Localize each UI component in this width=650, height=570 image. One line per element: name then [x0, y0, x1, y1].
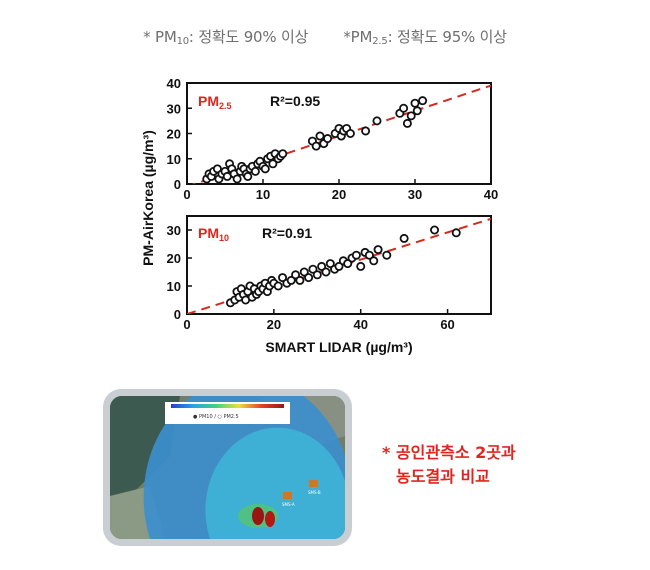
pm10-data-point	[325, 259, 335, 269]
pm25-x-tick-label: 0	[183, 187, 190, 202]
pm10-data-point	[286, 275, 296, 285]
pm25-y-tick-label: 30	[167, 101, 181, 116]
pm25-panel-label: PM2.5	[198, 93, 232, 111]
pm25-data-point	[315, 131, 325, 141]
comparison-note-line1: * 공인관측소 2곳과	[382, 443, 516, 462]
pm10-x-tick-label: 60	[440, 317, 454, 332]
pm10-data-point	[299, 267, 309, 277]
pm10-data-point	[334, 261, 344, 271]
pm10-y-tick-label: 0	[174, 307, 181, 322]
pm25-x-tick-label: 40	[484, 187, 498, 202]
pm10-data-point	[273, 281, 283, 291]
pm25-y-tick-label: 0	[174, 177, 181, 192]
pm25-data-point	[410, 98, 420, 108]
pm25-data-point	[311, 141, 321, 151]
accuracy-note: * PM10: 정확도 90% 이상 *PM2.5: 정확도 95% 이상	[0, 26, 650, 47]
pm10-x-tick-label: 40	[353, 317, 367, 332]
pm10-data-point	[451, 228, 461, 238]
station-label: SMS-B	[308, 490, 321, 495]
pm10-data-point	[364, 250, 374, 260]
station-icon	[283, 492, 292, 499]
pm25-x-tick-label: 20	[332, 187, 346, 202]
pm10-data-point	[317, 261, 327, 271]
pm10-y-tick-label: 20	[167, 251, 181, 266]
pm10-data-point	[278, 273, 288, 283]
pm25-data-point	[250, 166, 260, 176]
pm25-data-point	[372, 116, 382, 126]
pm25-data-point	[418, 96, 428, 106]
pm10-data-point	[321, 267, 331, 277]
map-thumbnail: SMS-A SMS-B ● PM10 / ○ PM2.5	[103, 389, 352, 546]
y-axis-title: PM-AirKorea (µg/m³)	[140, 130, 156, 266]
pm25-data-point	[323, 134, 333, 144]
pm10-y-tick-label: 30	[167, 223, 181, 238]
pm25-data-point	[278, 149, 288, 159]
comparison-note: * 공인관측소 2곳과 농도결과 비교	[382, 441, 516, 489]
satellite-map: SMS-A SMS-B ● PM10 / ○ PM2.5	[110, 396, 345, 539]
pm10-data-point	[399, 233, 409, 243]
pm10-data-point	[356, 261, 366, 271]
station-label: SMS-A	[282, 502, 295, 507]
pm10-data-point	[312, 270, 322, 280]
legend-text: ● PM10 / ○ PM2.5	[193, 414, 239, 420]
pm10-plot-frame	[186, 215, 492, 315]
pm10-note: * PM10: 정확도 90% 이상	[143, 28, 309, 47]
pm25-data-point	[361, 126, 371, 136]
map-graphic: SMS-A SMS-B	[110, 396, 345, 539]
pm10-data-point	[291, 270, 301, 280]
pm25-y-tick-label: 40	[167, 76, 181, 91]
pm10-data-point	[382, 250, 392, 260]
pm25-note: *PM2.5: 정확도 95% 이상	[343, 28, 507, 47]
scatter-charts: 0 10 20 30 40 0 10 20 30 40 PM2.5 R²=0.95 0 20 40 60…	[140, 76, 498, 355]
pm10-data-point	[430, 225, 440, 235]
pm10-data-point	[369, 256, 379, 266]
pm25-data-point	[345, 128, 355, 138]
pm10-r2-label: R²=0.91	[262, 225, 312, 241]
map-legend: ● PM10 / ○ PM2.5	[165, 402, 290, 424]
station-icon	[309, 480, 318, 487]
pm25-data-point	[243, 171, 253, 181]
pm10-data-point	[343, 259, 353, 269]
pm10-x-tick-label: 0	[183, 317, 190, 332]
pm10-y-tick-label: 10	[167, 279, 181, 294]
pm10-data-point	[308, 264, 318, 274]
pm10-data-point	[295, 275, 305, 285]
pm25-data-point	[399, 103, 409, 113]
pm25-data-point	[260, 164, 270, 174]
color-scale-bar	[171, 404, 284, 408]
x-axis-title: SMART LIDAR (µg/m³)	[265, 339, 412, 355]
pm10-panel-label: PM10	[198, 225, 229, 243]
pm10-x-tick-label: 20	[267, 317, 281, 332]
pm25-y-tick-label: 20	[167, 127, 181, 142]
pm25-data-point	[268, 159, 278, 169]
comparison-note-line2: 농도결과 비교	[396, 467, 490, 486]
pm25-r2-label: R²=0.95	[270, 93, 320, 109]
pm25-data-point	[232, 174, 242, 184]
pm25-data-point	[402, 118, 412, 128]
pm25-data-point	[412, 106, 422, 116]
pm10-data-point	[373, 245, 383, 255]
pm10-data-point	[351, 250, 361, 260]
pm25-x-tick-label: 10	[256, 187, 270, 202]
pm25-data-point	[406, 111, 416, 121]
pm25-y-tick-label: 10	[167, 152, 181, 167]
pm25-x-tick-label: 30	[408, 187, 422, 202]
pm10-data-point	[304, 273, 314, 283]
